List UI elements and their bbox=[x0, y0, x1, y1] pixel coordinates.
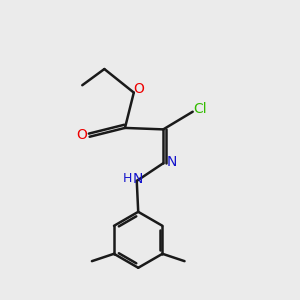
Text: Cl: Cl bbox=[193, 102, 207, 116]
Text: O: O bbox=[134, 82, 145, 96]
Text: O: O bbox=[76, 128, 87, 142]
Text: N: N bbox=[166, 155, 177, 169]
Text: N: N bbox=[133, 172, 143, 186]
Text: H: H bbox=[123, 172, 132, 185]
